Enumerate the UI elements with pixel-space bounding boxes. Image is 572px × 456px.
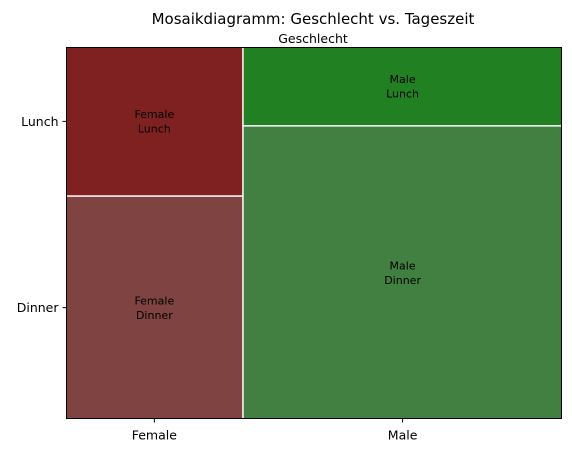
chart-subtitle: Geschlecht — [278, 31, 348, 46]
mosaic-cell-label-male-dinner-1: Dinner — [384, 274, 421, 287]
mosaic-cell-label-male-dinner-0: Male — [390, 259, 416, 272]
mosaic-cell-female-dinner — [66, 196, 243, 419]
mosaic-cell-label-male-lunch-0: Male — [390, 73, 416, 86]
mosaic-cell-male-dinner — [243, 126, 562, 419]
mosaic-cell-label-male-lunch-1: Lunch — [386, 88, 419, 101]
mosaic-cell-male-lunch — [243, 47, 562, 126]
y-tick-label-dinner: Dinner — [17, 300, 60, 315]
mosaic-cell-label-female-dinner-0: Female — [134, 294, 174, 307]
x-axis-ticks: Female Male — [132, 418, 418, 443]
mosaic-cells: Female Dinner Female Lunch Male Dinner Male Lun… — [66, 47, 562, 419]
mosaic-cell-label-female-lunch-1: Lunch — [138, 123, 171, 136]
y-tick-label-lunch: Lunch — [21, 114, 58, 129]
plot-frame — [66, 47, 562, 419]
chart-title: Mosaikdiagramm: Geschlecht vs. Tageszeit — [152, 10, 475, 28]
x-tick-label-female: Female — [132, 428, 178, 443]
x-tick-label-male: Male — [388, 428, 418, 443]
mosaic-cell-female-lunch — [66, 47, 243, 196]
y-axis-ticks: Dinner Lunch — [17, 114, 67, 315]
mosaic-cell-label-female-dinner-1: Dinner — [136, 309, 173, 322]
mosaic-cell-label-female-lunch-0: Female — [134, 108, 174, 121]
